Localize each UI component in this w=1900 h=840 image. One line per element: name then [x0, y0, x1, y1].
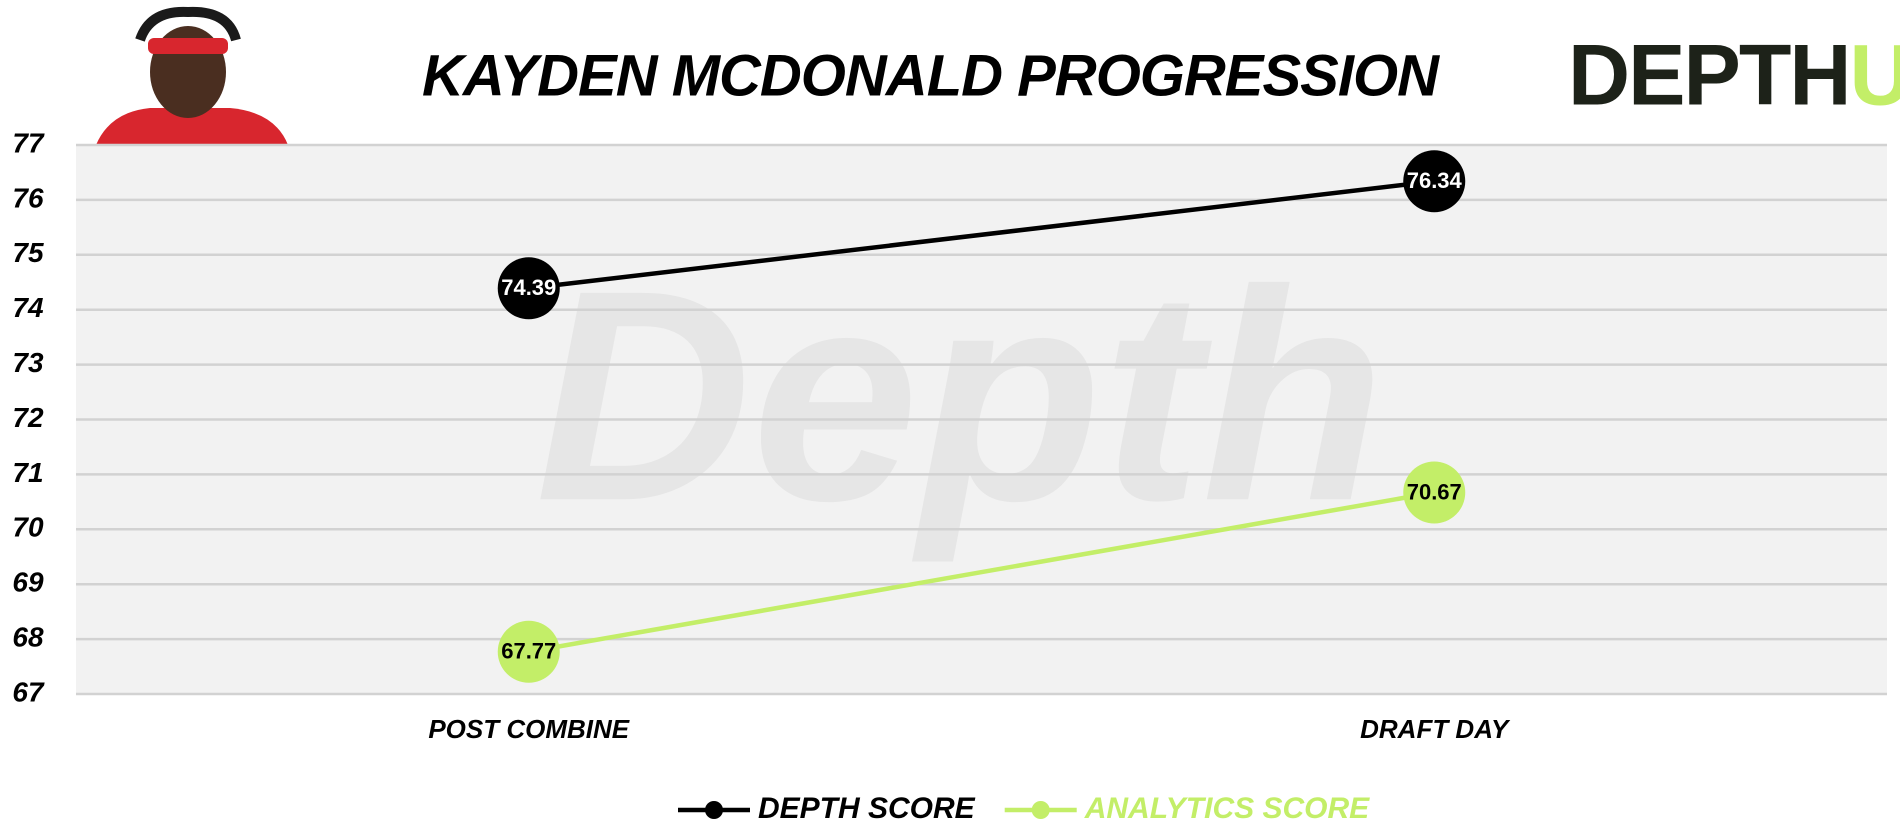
y-tick-label: 73 [12, 347, 44, 378]
y-tick-label: 67 [12, 676, 45, 707]
chart-title: KAYDEN MCDONALD PROGRESSION [422, 43, 1440, 108]
x-tick-label: DRAFT DAY [1360, 714, 1511, 744]
legend-marker [1031, 801, 1050, 819]
logo-accent: U [1849, 28, 1900, 124]
data-label: 70.67 [1407, 479, 1462, 504]
series-line [528, 490, 1435, 654]
x-tick-label: POST COMBINE [428, 714, 629, 744]
y-tick-label: 71 [12, 457, 43, 488]
legend-label: DEPTH SCORE [758, 792, 976, 825]
data-label: 76.34 [1407, 168, 1463, 193]
data-point [497, 257, 560, 320]
data-point [1403, 461, 1466, 524]
y-tick-label: 70 [12, 512, 44, 543]
player-photo [96, 6, 288, 145]
legend-marker [705, 801, 723, 819]
y-tick-label: 68 [12, 621, 44, 652]
logo: DEPTH [1568, 28, 1851, 124]
plot-area: Depth [76, 143, 1887, 696]
y-tick-label: 72 [12, 402, 44, 433]
watermark: Depth [535, 227, 1385, 565]
logo-main: DEPTH [1568, 28, 1849, 124]
y-tick-label: 69 [12, 567, 44, 598]
y-tick-label: 75 [12, 237, 44, 268]
y-tick-label: 74 [12, 292, 44, 323]
data-point [497, 620, 560, 683]
y-tick-label: 77 [12, 127, 45, 158]
data-label: 67.77 [501, 639, 556, 664]
data-label: 74.39 [501, 275, 556, 300]
series-line [528, 178, 1435, 291]
y-tick-label: 76 [12, 182, 44, 213]
data-point [1403, 150, 1466, 213]
legend-label: ANALYTICS SCORE [1084, 792, 1370, 825]
